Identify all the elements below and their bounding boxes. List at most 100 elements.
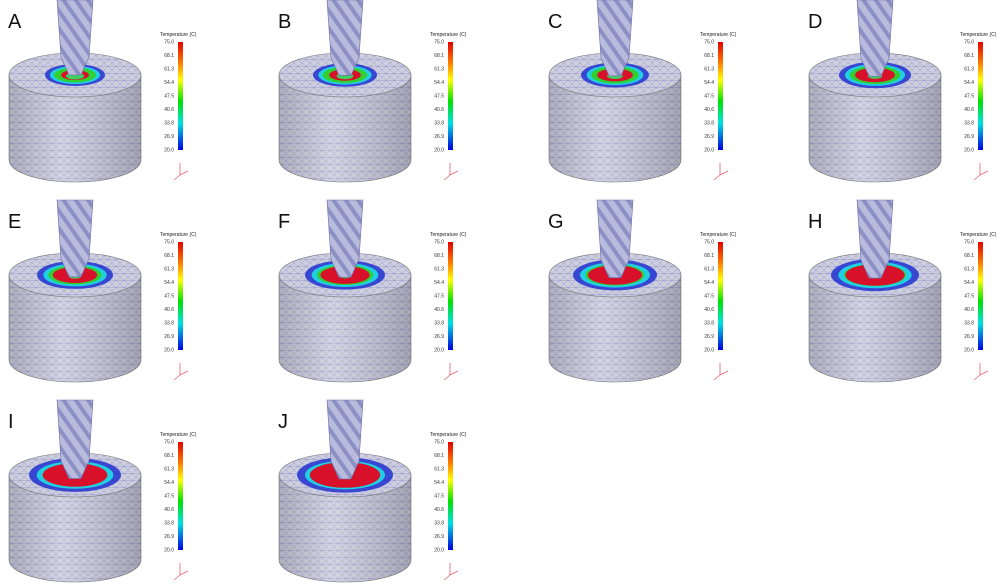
colorbar-tick: 54.4: [164, 480, 174, 486]
triad-axis: [444, 175, 450, 180]
colorbar-tick: 75.0: [434, 39, 444, 45]
panel-label: B: [278, 11, 291, 33]
colorbar-tick: 54.4: [434, 80, 444, 86]
panel-label: G: [548, 211, 564, 233]
colorbar-tick: 75.0: [164, 439, 174, 445]
colorbar-tick: 54.4: [964, 280, 974, 286]
triad-axis: [714, 375, 720, 380]
colorbar-tick: 68.1: [164, 253, 174, 259]
panel-label: H: [808, 211, 822, 233]
colorbar-tick: 47.5: [434, 93, 444, 99]
colorbar-tick: 20.0: [164, 547, 174, 553]
colorbar-tick: 68.1: [434, 53, 444, 59]
triad-axis: [450, 171, 458, 175]
triad-axis: [714, 175, 720, 180]
colorbar: [178, 442, 183, 550]
panel-label: F: [278, 211, 290, 233]
colorbar-tick: 47.5: [434, 493, 444, 499]
colorbar-tick: 20.0: [434, 347, 444, 353]
colorbar-tick: 33.8: [434, 120, 444, 126]
colorbar-tick: 26.9: [164, 334, 174, 340]
colorbar-tick: 47.5: [964, 293, 974, 299]
colorbar: [978, 242, 983, 350]
colorbar-tick: 20.0: [704, 347, 714, 353]
triad-axis: [174, 175, 180, 180]
triad-axis: [450, 571, 458, 575]
panel-label: A: [8, 11, 22, 33]
colorbar-tick: 47.5: [164, 293, 174, 299]
colorbar-tick: 40.6: [434, 107, 444, 113]
colorbar-tick: 47.5: [704, 293, 714, 299]
colorbar-tick: 61.3: [434, 466, 444, 472]
colorbar-tick: 54.4: [704, 80, 714, 86]
triad-axis: [974, 375, 980, 380]
legend-title: Temperature (C): [160, 432, 197, 438]
panel: ITemperature (C)75.068.161.354.447.540.6…: [8, 400, 197, 582]
legend-title: Temperature (C): [960, 32, 997, 38]
panel-label: C: [548, 11, 562, 33]
triad-axis: [174, 375, 180, 380]
panel-label: D: [808, 11, 822, 33]
colorbar: [448, 442, 453, 550]
colorbar-tick: 26.9: [164, 134, 174, 140]
colorbar-tick: 68.1: [434, 453, 444, 459]
colorbar-tick: 54.4: [434, 280, 444, 286]
legend-title: Temperature (C): [160, 32, 197, 38]
colorbar-tick: 54.4: [434, 480, 444, 486]
colorbar-tick: 61.3: [434, 266, 444, 272]
legend-title: Temperature (C): [430, 32, 467, 38]
colorbar-tick: 33.8: [704, 320, 714, 326]
legend-title: Temperature (C): [700, 32, 737, 38]
colorbar-tick: 26.9: [704, 334, 714, 340]
colorbar-tick: 61.3: [434, 66, 444, 72]
colorbar-tick: 26.9: [964, 334, 974, 340]
triad-axis: [974, 175, 980, 180]
triad-axis: [444, 575, 450, 580]
colorbar-tick: 75.0: [434, 439, 444, 445]
colorbar-tick: 26.9: [434, 534, 444, 540]
colorbar-tick: 40.6: [164, 307, 174, 313]
colorbar-tick: 68.1: [964, 253, 974, 259]
colorbar-tick: 47.5: [704, 93, 714, 99]
colorbar-tick: 61.3: [964, 66, 974, 72]
colorbar-tick: 33.8: [704, 120, 714, 126]
triad-axis: [180, 371, 188, 375]
colorbar-tick: 40.6: [434, 307, 444, 313]
colorbar-tick: 33.8: [434, 320, 444, 326]
colorbar: [448, 242, 453, 350]
colorbar-tick: 54.4: [164, 80, 174, 86]
colorbar-tick: 20.0: [964, 147, 974, 153]
colorbar: [978, 42, 983, 150]
colorbar: [718, 42, 723, 150]
colorbar-tick: 61.3: [164, 266, 174, 272]
colorbar-tick: 26.9: [434, 334, 444, 340]
legend-title: Temperature (C): [700, 232, 737, 238]
colorbar-tick: 61.3: [164, 466, 174, 472]
triad-axis: [444, 375, 450, 380]
colorbar-tick: 20.0: [164, 347, 174, 353]
colorbar-tick: 33.8: [164, 120, 174, 126]
colorbar-tick: 26.9: [434, 134, 444, 140]
colorbar-tick: 54.4: [964, 80, 974, 86]
legend-title: Temperature (C): [430, 232, 467, 238]
colorbar-tick: 26.9: [964, 134, 974, 140]
colorbar-tick: 61.3: [704, 266, 714, 272]
colorbar-tick: 40.6: [964, 307, 974, 313]
colorbar-tick: 75.0: [704, 39, 714, 45]
colorbar-tick: 61.3: [164, 66, 174, 72]
triad-axis: [180, 171, 188, 175]
colorbar-tick: 68.1: [164, 453, 174, 459]
panel: B Temperature (C)75.0 68.1 61.3 54.4 47.5 40.6…: [278, 0, 467, 182]
triad-axis: [180, 571, 188, 575]
colorbar-tick: 47.5: [434, 293, 444, 299]
colorbar-tick: 33.8: [164, 520, 174, 526]
triad-axis: [980, 371, 988, 375]
colorbar: [718, 242, 723, 350]
colorbar-tick: 47.5: [164, 93, 174, 99]
colorbar-tick: 40.6: [434, 507, 444, 513]
legend-title: Temperature (C): [430, 432, 467, 438]
panel: GTemperature (C)75.068.161.354.447.540.6…: [548, 200, 737, 382]
legend-title: Temperature (C): [960, 232, 997, 238]
